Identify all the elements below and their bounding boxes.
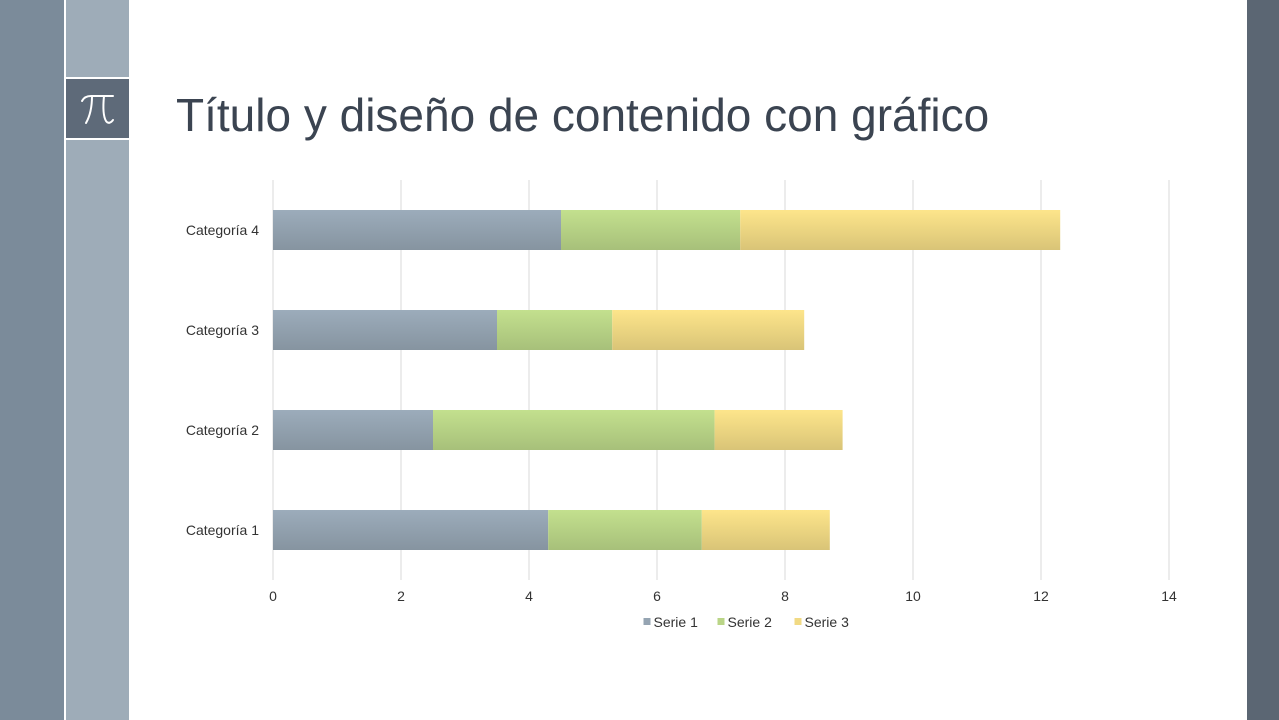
left-decor-divider [64,0,66,720]
bar-segment [561,210,741,250]
legend-label: Serie 1 [654,614,699,630]
category-label: Categoría 3 [186,322,259,338]
legend-swatch [643,618,651,625]
bar-segment [714,410,843,450]
x-tick-label: 8 [781,588,789,604]
category-label: Categoría 2 [186,422,259,438]
bar-segment [701,510,830,550]
category-label: Categoría 1 [186,522,259,538]
x-tick-label: 10 [905,588,921,604]
legend-label: Serie 3 [805,614,850,630]
pi-icon [66,77,129,140]
slide-title: Título y diseño de contenido con gráfico [176,89,990,141]
left-decor-band [0,0,64,720]
stacked-bar-chart: Categoría 1 Categoría 2 Categoría 3 Categor… [186,180,1177,630]
bar-segment [548,510,702,550]
x-tick-labels: 0 2 4 6 8 10 12 14 [269,588,1177,604]
bar-segment [273,210,561,250]
x-tick-label: 6 [653,588,661,604]
bar-segment [497,310,613,350]
legend-swatch [794,618,802,625]
legend: Serie 1 Serie 2 Serie 3 [643,614,850,630]
legend-label: Serie 2 [728,614,773,630]
bar-segment [273,310,497,350]
bar-segment [273,510,549,550]
x-tick-label: 14 [1161,588,1177,604]
bar-segment [740,210,1061,250]
x-tick-label: 0 [269,588,277,604]
bar-segment [273,410,433,450]
pi-glyph [80,94,114,124]
bar-segment [433,410,715,450]
x-tick-label: 4 [525,588,533,604]
category-label: Categoría 4 [186,222,259,238]
bar-segment [612,310,805,350]
x-tick-label: 2 [397,588,405,604]
bars [273,210,1061,550]
x-tick-label: 12 [1033,588,1049,604]
right-decor-band [1247,0,1279,720]
category-labels: Categoría 1 Categoría 2 Categoría 3 Categor… [186,222,259,538]
legend-swatch [717,618,725,625]
